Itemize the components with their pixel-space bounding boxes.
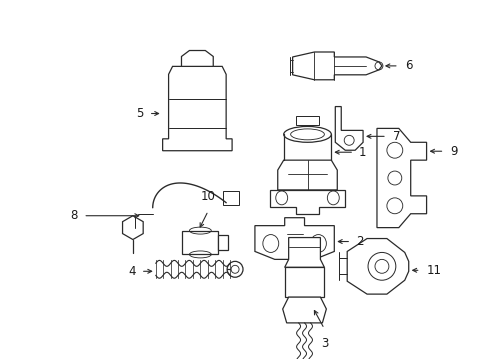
Polygon shape xyxy=(282,297,325,323)
FancyBboxPatch shape xyxy=(223,191,239,205)
Polygon shape xyxy=(269,190,345,214)
Text: 2: 2 xyxy=(355,235,363,248)
Polygon shape xyxy=(292,52,381,80)
Text: 11: 11 xyxy=(426,264,441,277)
Polygon shape xyxy=(163,66,232,151)
Polygon shape xyxy=(284,238,324,267)
Polygon shape xyxy=(254,218,334,260)
Polygon shape xyxy=(346,239,408,294)
Polygon shape xyxy=(277,160,337,190)
Text: 7: 7 xyxy=(392,130,400,143)
Text: 5: 5 xyxy=(136,107,143,120)
Polygon shape xyxy=(284,267,324,297)
Text: 6: 6 xyxy=(404,59,411,72)
FancyBboxPatch shape xyxy=(295,116,319,125)
Text: 10: 10 xyxy=(201,190,215,203)
Polygon shape xyxy=(181,50,213,66)
Text: 8: 8 xyxy=(70,209,77,222)
Text: 3: 3 xyxy=(320,337,327,350)
Polygon shape xyxy=(122,216,143,239)
Polygon shape xyxy=(218,235,228,251)
Text: 1: 1 xyxy=(358,146,366,159)
Text: 4: 4 xyxy=(128,265,136,278)
Polygon shape xyxy=(182,231,218,255)
Polygon shape xyxy=(376,129,426,228)
Polygon shape xyxy=(335,107,362,150)
Text: 9: 9 xyxy=(449,145,457,158)
